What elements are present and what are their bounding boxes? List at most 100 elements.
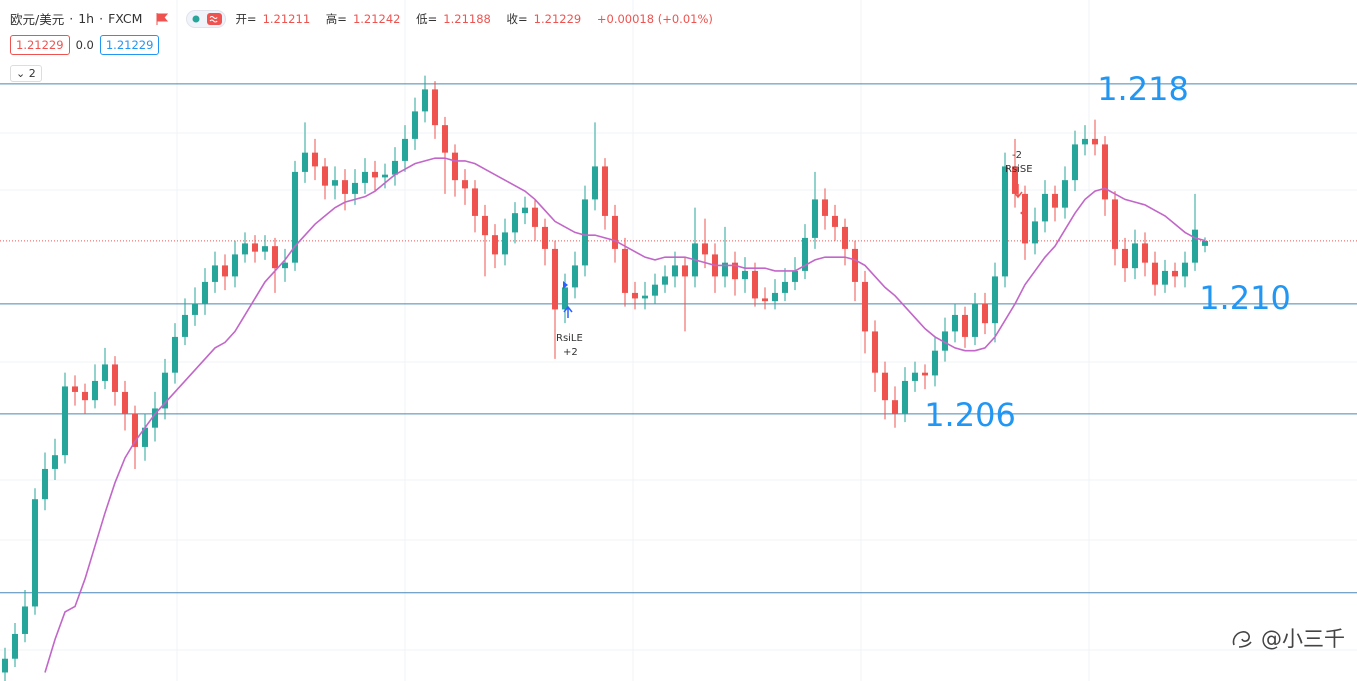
candle-body bbox=[952, 314, 958, 332]
candle-body bbox=[562, 287, 568, 310]
candle-body bbox=[22, 606, 28, 634]
ohlc-value: 1.21242 bbox=[352, 11, 401, 26]
candle-body bbox=[152, 408, 158, 428]
candle-body bbox=[1072, 144, 1078, 181]
quote-row: 1.21229 0.0 1.21229 bbox=[10, 35, 160, 55]
ohlc-value: 1.21229 bbox=[533, 11, 582, 26]
candle-body bbox=[632, 292, 638, 299]
level-label: 1.206 bbox=[924, 396, 1016, 434]
separator: · bbox=[69, 11, 74, 26]
candle-body bbox=[762, 298, 768, 302]
symbol[interactable]: 欧元/美元 bbox=[10, 12, 65, 27]
candle-body bbox=[112, 364, 118, 392]
ohlc-label: 低= bbox=[416, 11, 438, 26]
ask-price[interactable]: 1.21229 bbox=[99, 35, 160, 55]
candle-body bbox=[802, 237, 808, 271]
candle-body bbox=[732, 262, 738, 280]
candle-body bbox=[582, 199, 588, 266]
candle-body bbox=[232, 254, 238, 277]
candle-body bbox=[392, 160, 398, 175]
candle-body bbox=[1002, 166, 1008, 277]
candle-body bbox=[592, 166, 598, 200]
collapse-toggle[interactable]: ⌄ 2 bbox=[10, 65, 42, 82]
candle-body bbox=[1182, 262, 1188, 277]
long-marker bbox=[563, 281, 568, 289]
candle-body bbox=[212, 265, 218, 282]
candle-body bbox=[1122, 248, 1128, 269]
candle-body bbox=[192, 303, 198, 315]
candle-body bbox=[322, 166, 328, 186]
candle-body bbox=[142, 427, 148, 447]
collapsed-count: 2 bbox=[28, 67, 36, 80]
candle-body bbox=[162, 372, 168, 409]
plot: 1.218 1.210 1.206 bbox=[0, 70, 1357, 681]
ohlc-label: 开= bbox=[235, 11, 257, 26]
level-label: 1.218 bbox=[1097, 70, 1189, 108]
signal-short: -2 RsiSE bbox=[1005, 150, 1033, 217]
candle-body bbox=[612, 215, 618, 249]
level-label: 1.210 bbox=[1199, 279, 1291, 317]
separator: · bbox=[99, 11, 104, 26]
candle-body bbox=[442, 125, 448, 153]
candle-body bbox=[512, 213, 518, 233]
candle-body bbox=[382, 174, 388, 178]
candle-body bbox=[352, 182, 358, 194]
candle-body bbox=[1022, 193, 1028, 244]
candle-body bbox=[242, 243, 248, 255]
candle-body bbox=[1142, 243, 1148, 263]
long-arrow bbox=[563, 305, 573, 318]
candle-body bbox=[372, 171, 378, 178]
candle-body bbox=[672, 265, 678, 277]
candle-body bbox=[182, 314, 188, 337]
candle-body bbox=[1092, 138, 1098, 145]
short-arrow bbox=[1013, 184, 1023, 199]
watermark-text: @小三千 bbox=[1261, 627, 1345, 651]
short-marker bbox=[1020, 209, 1025, 217]
candle-body bbox=[752, 270, 758, 299]
candle-body bbox=[742, 270, 748, 280]
candle-body bbox=[942, 331, 948, 351]
bid-price[interactable]: 1.21229 bbox=[10, 35, 70, 55]
candle-body bbox=[282, 262, 288, 269]
price-change: +0.00018 (+0.01%) bbox=[596, 11, 713, 26]
candle-body bbox=[312, 152, 318, 167]
candle-body bbox=[542, 226, 548, 249]
candle-body bbox=[42, 468, 48, 500]
candle-body bbox=[172, 336, 178, 373]
status-pill[interactable] bbox=[186, 9, 227, 28]
candle-body bbox=[82, 391, 88, 401]
moving-average bbox=[44, 157, 1206, 673]
candle-body bbox=[922, 372, 928, 376]
candle-body bbox=[832, 215, 838, 227]
interval[interactable]: 1h bbox=[78, 11, 95, 26]
candle-body bbox=[862, 281, 868, 332]
candle-body bbox=[1162, 270, 1168, 285]
signal-qty: +2 bbox=[563, 347, 578, 358]
ohlc-value: 1.21211 bbox=[262, 11, 311, 26]
candle-body bbox=[982, 303, 988, 324]
candle-body bbox=[972, 303, 978, 337]
candle-body bbox=[642, 295, 648, 299]
candle-body bbox=[412, 111, 418, 139]
candle-body bbox=[482, 215, 488, 236]
candle-body bbox=[432, 89, 438, 126]
candle-body bbox=[1052, 193, 1058, 208]
candle-body bbox=[652, 284, 658, 296]
candle-body bbox=[332, 180, 338, 186]
candle-body bbox=[262, 246, 268, 252]
candle-body bbox=[402, 138, 408, 161]
candle-body bbox=[992, 276, 998, 324]
candle-body bbox=[872, 331, 878, 373]
flag-icon[interactable] bbox=[155, 12, 169, 26]
candle-body bbox=[1032, 221, 1038, 244]
candle-body bbox=[1132, 243, 1138, 269]
candle-body bbox=[472, 188, 478, 216]
candle-body bbox=[92, 380, 98, 401]
source: FXCM bbox=[108, 11, 143, 26]
spread: 0.0 bbox=[75, 38, 94, 52]
candle-body bbox=[222, 265, 228, 277]
candle-body bbox=[72, 386, 78, 392]
candle-body bbox=[792, 270, 798, 282]
